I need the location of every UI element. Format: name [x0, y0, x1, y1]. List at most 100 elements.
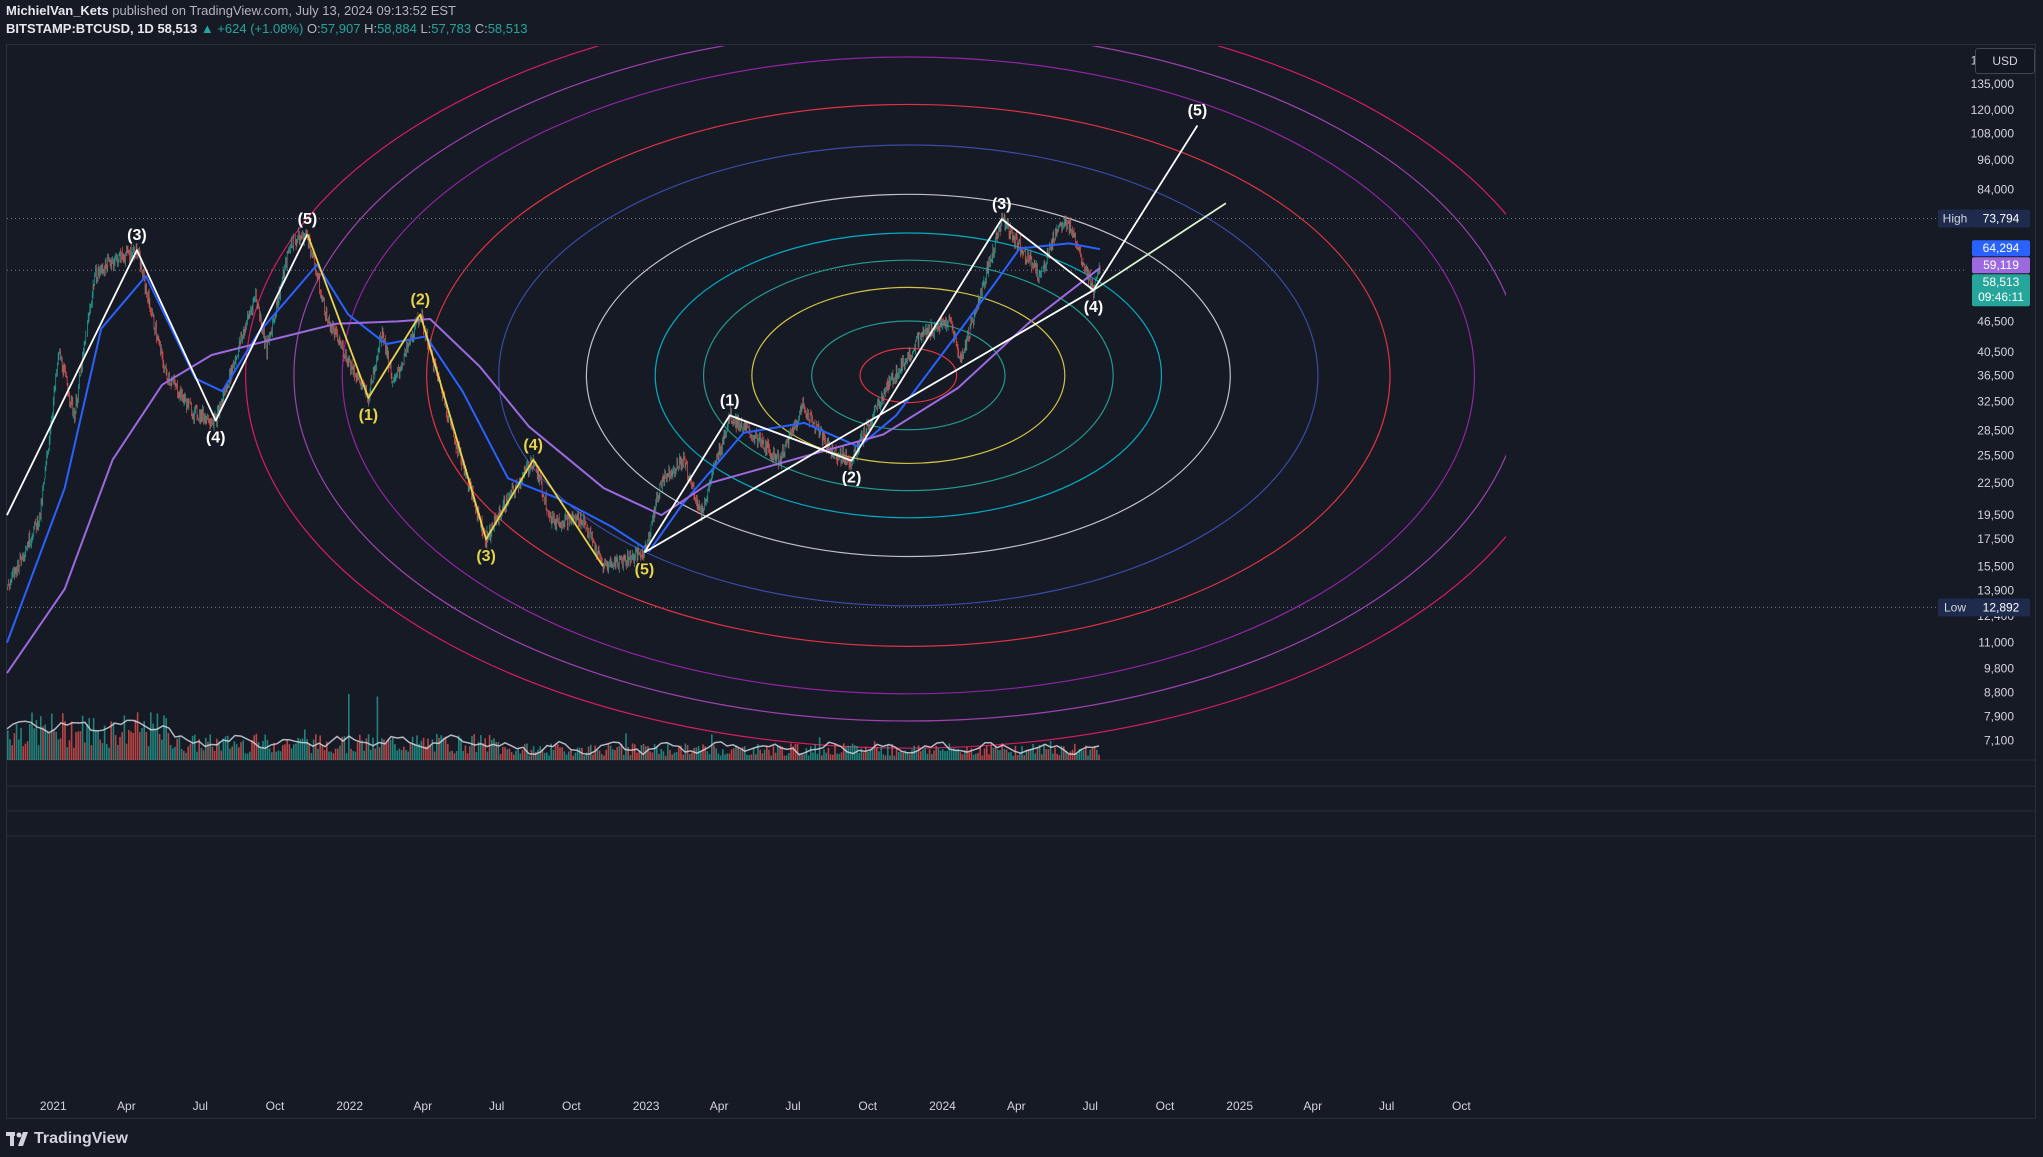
volume-bar	[18, 739, 20, 760]
volume-bar	[834, 743, 836, 760]
volume-bar	[279, 751, 282, 760]
volume-bar	[55, 731, 57, 760]
volume-bar	[101, 743, 104, 760]
volume-bar	[312, 739, 315, 760]
volume-bar	[389, 739, 392, 760]
volume-bar	[1049, 741, 1052, 760]
price-tag: 58,513	[1983, 275, 2020, 289]
volume-bar	[315, 734, 317, 760]
volume-bar	[532, 746, 535, 760]
volume-bar	[321, 745, 324, 760]
volume-bar	[455, 751, 458, 760]
y-tick-label: 9,800	[1984, 661, 2014, 675]
volume-bar	[277, 750, 280, 760]
volume-bar	[950, 748, 953, 760]
volume-bar	[152, 723, 154, 760]
volume-bar	[251, 740, 253, 760]
volume-bar	[139, 732, 141, 760]
volume-bar	[257, 742, 260, 760]
volume-bar	[537, 749, 539, 760]
volume-bar	[189, 743, 192, 760]
volume-bar	[480, 735, 482, 760]
volume-bar	[299, 738, 302, 760]
volume-bar	[711, 734, 713, 760]
volume-bar	[972, 754, 975, 760]
volume-bar	[937, 747, 940, 760]
volume-bar	[130, 731, 132, 760]
volume-bar	[128, 730, 130, 760]
volume-bar	[730, 749, 733, 760]
trendline	[643, 289, 1094, 554]
volume-bar	[1098, 754, 1100, 760]
volume-bar	[11, 745, 13, 760]
author-name[interactable]: MichielVan_Kets	[6, 3, 109, 18]
volume-bar	[667, 744, 669, 760]
volume-bar	[400, 750, 403, 760]
volume-bar	[693, 747, 695, 760]
volume-bar	[110, 721, 112, 760]
volume-bar	[161, 739, 163, 760]
volume-bar	[629, 755, 632, 760]
x-tick-label: Jul	[193, 1099, 208, 1113]
volume-bar	[304, 729, 306, 760]
volume-bar	[572, 755, 574, 760]
volume-bar	[869, 749, 871, 760]
volume-bar	[1067, 754, 1069, 760]
volume-bar	[220, 750, 222, 760]
brand-name[interactable]: TradingView	[34, 1130, 128, 1147]
volume-bar	[99, 739, 101, 760]
y-tick-label: 46,500	[1977, 314, 2014, 328]
currency-selector[interactable]: USD	[1975, 48, 2035, 74]
y-tick-label: 32,500	[1977, 394, 2014, 408]
volume-bar	[53, 730, 55, 760]
volume-bar	[796, 744, 799, 760]
volume-bar	[301, 738, 304, 760]
volume-bar	[275, 751, 277, 760]
volume-bar	[493, 738, 495, 760]
price-tag-countdown: 09:46:11	[1978, 290, 2024, 304]
volume-bar	[385, 742, 387, 760]
volume-bar	[658, 753, 660, 760]
volume-bar	[772, 745, 775, 760]
volume-bar	[541, 748, 544, 760]
volume-bar	[939, 750, 942, 760]
fib-circle	[585, 193, 1231, 558]
volume-bar	[966, 747, 968, 760]
volume-bar	[1078, 749, 1080, 760]
volume-bar	[675, 752, 678, 760]
volume-bar	[370, 749, 372, 760]
volume-bar	[359, 734, 361, 760]
volume-bar	[583, 755, 585, 760]
chart-frame[interactable]	[6, 44, 2036, 1119]
volume-bar	[29, 723, 31, 760]
volume-bar	[733, 748, 735, 760]
volume-bar	[1001, 743, 1003, 760]
publish-info: published on TradingView.com, July 13, 2…	[112, 3, 456, 18]
volume-bar	[348, 694, 350, 760]
volume-bar	[840, 752, 843, 760]
volume-bar	[150, 712, 152, 760]
volume-bar	[75, 732, 77, 760]
symbol-label[interactable]: BITSTAMP:BTCUSD, 1D	[6, 21, 154, 36]
volume-bar	[785, 755, 788, 760]
volume-bar	[398, 748, 401, 760]
elliott-wave-label: (5)	[635, 561, 655, 578]
volume-bar	[108, 747, 110, 760]
volume-bar	[286, 740, 288, 760]
volume-bar	[209, 734, 211, 760]
volume-bar	[381, 738, 383, 760]
volume-bar	[213, 750, 216, 760]
volume-bar	[642, 743, 645, 760]
volume-bar	[242, 740, 244, 760]
fib-circle	[751, 286, 1066, 465]
volume-bar	[295, 743, 297, 760]
volume-bar	[862, 752, 865, 760]
trendline	[1092, 202, 1227, 291]
last-price: 58,513	[157, 21, 198, 36]
volume-bar	[926, 753, 929, 760]
volume-bar	[44, 724, 46, 760]
volume-bar	[134, 719, 137, 760]
volume-bar	[244, 753, 247, 760]
open-label: O:	[306, 21, 321, 36]
